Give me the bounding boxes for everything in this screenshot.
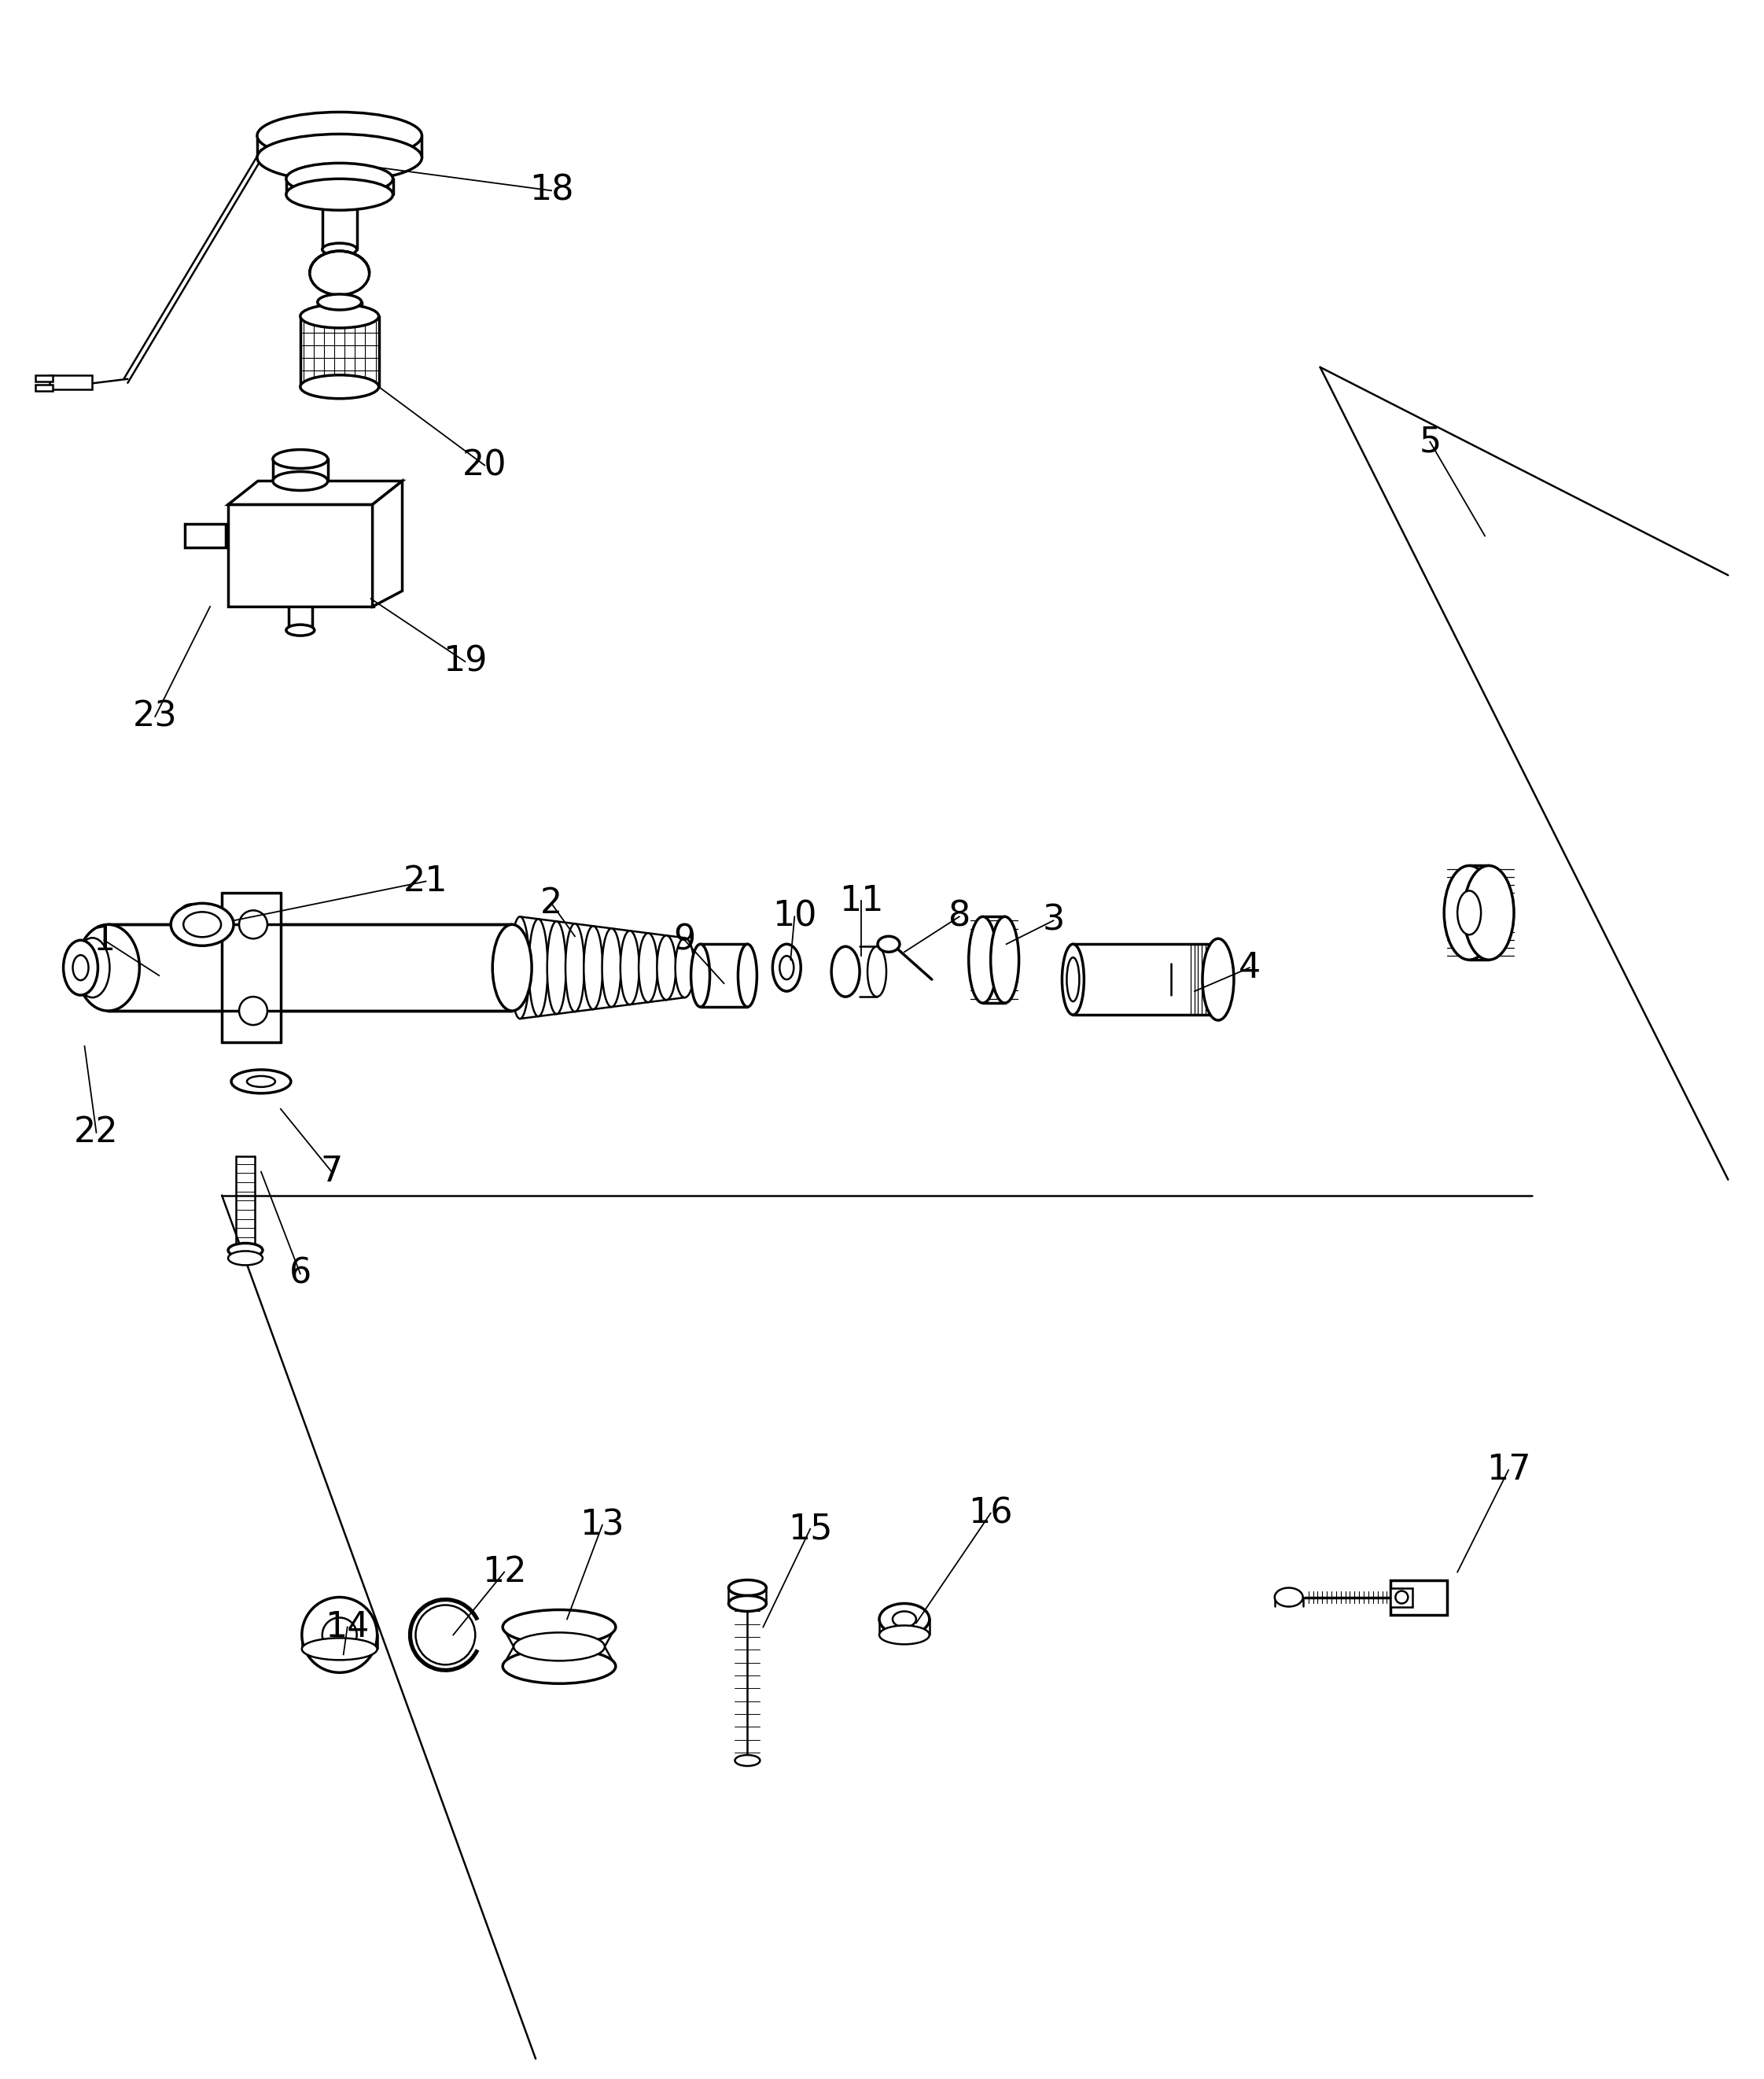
Ellipse shape [1275,1588,1304,1607]
Ellipse shape [503,1649,616,1684]
Ellipse shape [302,1638,377,1659]
Ellipse shape [729,1597,766,1611]
Ellipse shape [878,1603,930,1634]
Ellipse shape [1445,865,1494,960]
Ellipse shape [737,944,757,1006]
Ellipse shape [691,944,709,1006]
Ellipse shape [258,133,422,181]
Bar [35,374,53,380]
Ellipse shape [503,1609,616,1644]
Text: 14: 14 [325,1609,370,1644]
Ellipse shape [300,374,379,399]
Ellipse shape [1062,944,1085,1015]
Ellipse shape [64,940,97,996]
Text: 2: 2 [540,886,563,921]
Ellipse shape [300,304,379,328]
Ellipse shape [529,919,547,1017]
Ellipse shape [656,936,676,1000]
Ellipse shape [584,925,603,1008]
Ellipse shape [621,931,639,1004]
Text: 7: 7 [321,1154,342,1189]
Ellipse shape [510,917,529,1019]
Ellipse shape [273,472,328,491]
Text: 6: 6 [289,1258,312,1291]
Ellipse shape [968,917,997,1002]
Text: 15: 15 [789,1511,833,1547]
Ellipse shape [318,295,362,310]
Ellipse shape [773,944,801,992]
Text: 5: 5 [1418,424,1441,459]
Ellipse shape [780,956,794,979]
Bar [35,385,53,391]
Text: 19: 19 [443,644,487,678]
Ellipse shape [1203,938,1233,1021]
Text: 20: 20 [462,449,506,482]
Ellipse shape [76,925,139,1010]
Ellipse shape [182,904,203,919]
Bar [273,459,328,480]
Ellipse shape [547,921,566,1015]
Text: 17: 17 [1487,1453,1531,1486]
Text: 9: 9 [674,923,695,956]
Ellipse shape [286,162,393,195]
Ellipse shape [729,1580,766,1597]
Ellipse shape [286,179,393,210]
Ellipse shape [302,1597,377,1674]
Ellipse shape [513,1632,605,1661]
Text: 11: 11 [840,884,884,917]
Ellipse shape [893,1611,916,1628]
Ellipse shape [831,946,859,996]
Ellipse shape [991,917,1020,1002]
Ellipse shape [258,112,422,160]
Ellipse shape [639,933,658,1002]
Text: 12: 12 [482,1555,526,1588]
Text: 4: 4 [1238,950,1261,985]
Ellipse shape [240,911,268,938]
Text: 18: 18 [529,175,573,208]
Ellipse shape [323,1617,356,1653]
Ellipse shape [240,996,268,1025]
Ellipse shape [868,946,886,996]
Ellipse shape [492,925,531,1010]
Ellipse shape [310,252,369,295]
Polygon shape [372,480,402,607]
Ellipse shape [231,1071,291,1094]
Ellipse shape [228,1243,263,1258]
Bar [1390,1580,1446,1615]
Text: 3: 3 [1043,904,1064,938]
Text: 13: 13 [580,1507,624,1543]
Text: 16: 16 [968,1497,1013,1530]
Ellipse shape [323,243,356,256]
Polygon shape [228,480,402,505]
Ellipse shape [1395,1590,1408,1603]
Ellipse shape [76,938,109,998]
Ellipse shape [228,1252,263,1266]
Ellipse shape [72,954,88,979]
Ellipse shape [676,938,693,998]
Ellipse shape [247,1077,275,1087]
Ellipse shape [566,923,584,1012]
Ellipse shape [878,1626,930,1644]
Ellipse shape [1464,865,1514,960]
Bar [1390,1588,1413,1607]
Bar [185,524,226,547]
Text: 21: 21 [404,865,448,898]
Text: 1: 1 [93,923,115,956]
Ellipse shape [1457,890,1482,936]
Ellipse shape [183,913,220,938]
Ellipse shape [878,936,900,952]
Ellipse shape [736,1755,760,1765]
Ellipse shape [602,929,621,1006]
Ellipse shape [1067,958,1080,1002]
Text: 23: 23 [132,699,178,734]
Text: 22: 22 [74,1116,118,1150]
Bar [49,374,92,389]
Text: 10: 10 [773,900,817,933]
Bar [228,505,374,607]
Ellipse shape [286,624,314,636]
Ellipse shape [171,902,233,946]
Ellipse shape [416,1605,475,1665]
Text: 8: 8 [949,900,970,933]
Ellipse shape [273,449,328,468]
